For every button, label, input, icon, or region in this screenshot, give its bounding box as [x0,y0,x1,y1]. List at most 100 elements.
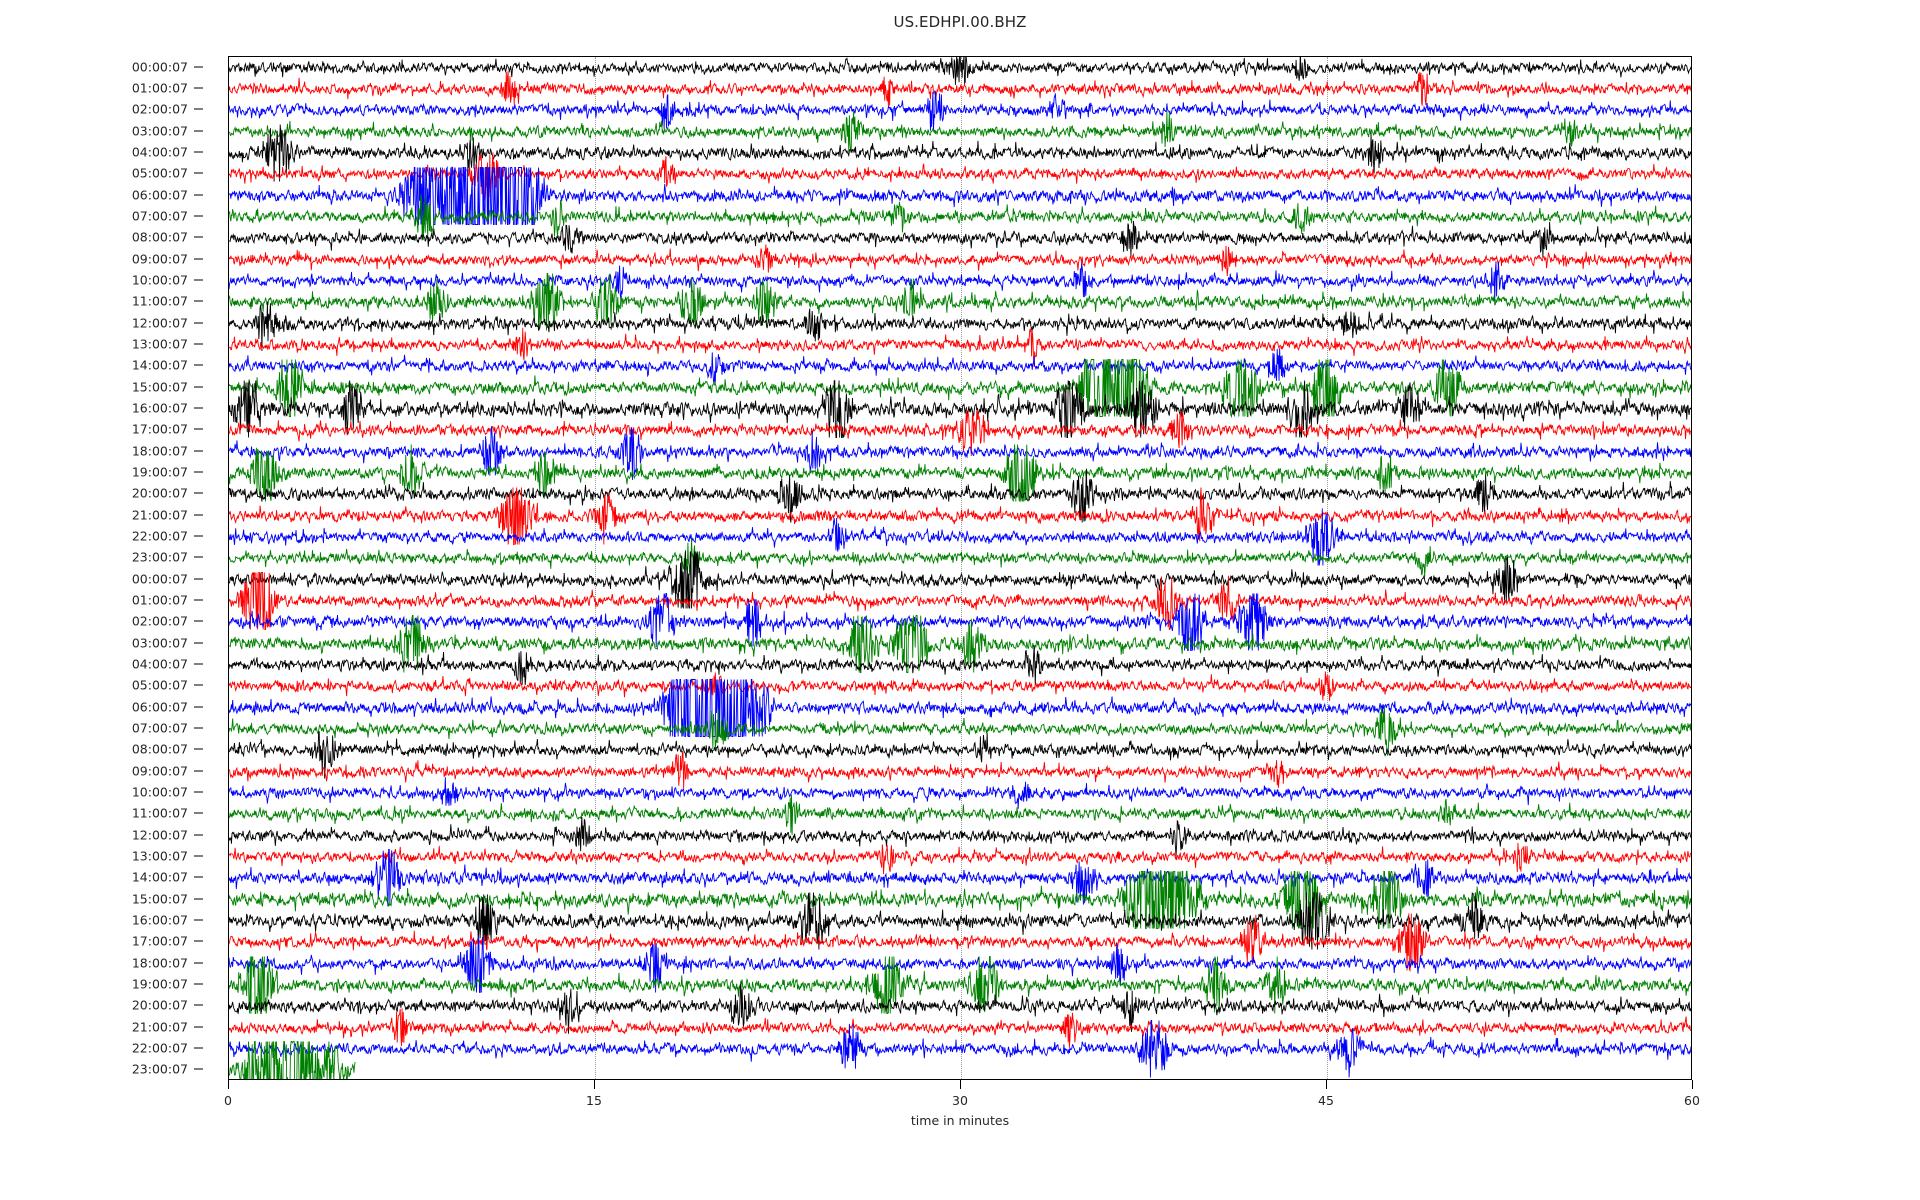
y-tick-mark [194,87,203,89]
trace-row [229,592,1691,652]
y-tick-label: 17:00:07 [131,933,188,949]
trace-row [229,230,1691,290]
y-tick-label: 01:00:07 [131,592,188,608]
trace-path [229,244,1691,276]
trace-row [229,635,1691,695]
y-tick-label: 20:00:07 [131,485,188,501]
x-tick-label: 15 [586,1093,602,1108]
y-axis-tick-labels: 00:00:07 01:00:07 02:00:07 03:00:07 04:00:07… [0,56,228,1080]
y-tick-label: 06:00:07 [131,699,188,715]
y-tick-label: 17:00:07 [131,421,188,437]
trace-row [229,891,1691,951]
y-tick-mark [194,706,203,708]
y-tick-label: 04:00:07 [131,144,188,160]
trace-row [229,848,1691,908]
x-tick-label: 30 [952,1093,968,1108]
trace-row [229,272,1691,332]
trace-path [229,221,1691,258]
trace-path [229,615,1691,672]
trace-path [229,57,1691,85]
y-tick-mark [194,215,203,217]
trace-path [229,751,1691,789]
y-tick-mark [194,770,203,772]
y-tick-mark [194,151,203,153]
y-tick-label: 23:00:07 [131,1061,188,1077]
x-tick-label: 60 [1684,1093,1700,1108]
y-tick-label: 07:00:07 [131,720,188,736]
trace-path [229,645,1691,685]
trace-path [229,914,1691,971]
y-tick-mark [194,983,203,985]
y-tick-label: 19:00:07 [131,976,188,992]
y-tick-mark [194,663,203,665]
trace-path [229,843,1691,874]
y-tick-label: 15:00:07 [131,379,188,395]
trace-row [229,784,1691,844]
trace-path [229,194,1691,241]
trace-row [229,102,1691,162]
y-tick-mark [194,620,203,622]
trace-row [229,912,1691,972]
trace-row [229,976,1691,1036]
y-tick-label: 10:00:07 [131,272,188,288]
trace-row [229,187,1691,247]
y-tick-label: 11:00:07 [131,293,188,309]
trace-row [229,720,1691,780]
trace-row [229,571,1691,631]
y-tick-label: 02:00:07 [131,101,188,117]
trace-row [229,464,1691,524]
y-tick-mark [194,343,203,345]
trace-path [229,1021,1691,1078]
trace-row [229,656,1691,716]
trace-row [229,59,1691,119]
trace-row [229,486,1691,546]
trace-path [229,573,1691,630]
trace-row [229,315,1691,375]
trace-path [229,594,1691,651]
trace-path [229,871,1691,928]
y-tick-label: 16:00:07 [131,912,188,928]
trace-row [229,294,1691,354]
y-tick-mark [194,962,203,964]
trace-row [229,550,1691,610]
y-tick-label: 04:00:07 [131,656,188,672]
y-tick-label: 11:00:07 [131,805,188,821]
y-tick-label: 14:00:07 [131,869,188,885]
trace-row [229,528,1691,588]
y-tick-label: 09:00:07 [131,763,188,779]
trace-path [229,509,1691,566]
trace-row [229,699,1691,759]
trace-path [229,539,1691,577]
y-tick-label: 06:00:07 [131,187,188,203]
trace-path [229,679,1691,736]
trace-path [229,957,1691,1014]
y-tick-label: 18:00:07 [131,443,188,459]
y-tick-mark [194,471,203,473]
trace-path [229,261,1691,301]
trace-row [229,166,1691,226]
x-tick-label: 0 [224,1093,232,1108]
y-tick-label: 16:00:07 [131,400,188,416]
trace-path [229,893,1691,950]
y-tick-mark [194,236,203,238]
y-tick-label: 14:00:07 [131,357,188,373]
trace-row [229,614,1691,674]
y-tick-label: 08:00:07 [131,229,188,245]
y-tick-mark [194,834,203,836]
trace-path [229,850,1691,907]
y-tick-label: 05:00:07 [131,165,188,181]
y-tick-mark [194,428,203,430]
trace-row [229,123,1691,183]
y-tick-mark [194,1068,203,1070]
trace-path [229,349,1691,384]
y-tick-mark [194,1047,203,1049]
trace-row [229,57,1691,98]
trace-path [229,167,1691,224]
y-tick-mark [194,642,203,644]
trace-row [229,955,1691,1015]
y-tick-mark [194,535,203,537]
y-tick-label: 22:00:07 [131,1040,188,1056]
trace-row [229,678,1691,738]
y-tick-label: 07:00:07 [131,208,188,224]
